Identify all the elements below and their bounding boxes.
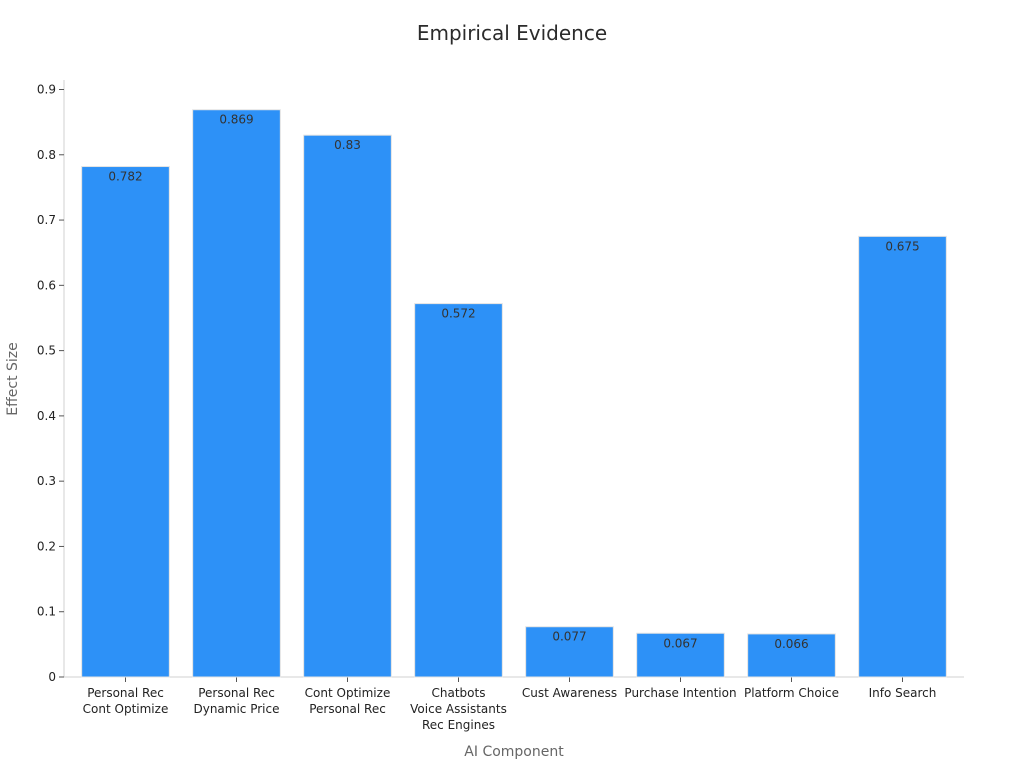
x-tick-label-line: Cont Optimize (305, 686, 391, 700)
y-axis: 0 0.1 0.2 0.3 0.4 0.5 0.6 0.7 0.8 0.9 (37, 80, 65, 684)
x-tick-label-line: Cont Optimize (83, 702, 169, 716)
x-tick-label-line: Personal Rec (198, 686, 275, 700)
bar-value-label: 0.077 (552, 630, 586, 644)
x-tick-label: Personal Rec Cont Optimize (83, 686, 169, 716)
bar (858, 235, 947, 678)
y-tick-label: 0 (48, 670, 56, 684)
y-tick-label: 0.1 (37, 605, 56, 619)
x-tick-label-line: Cust Awareness (522, 686, 617, 700)
x-tick-label: Personal Rec Dynamic Price (193, 686, 279, 716)
bar-value-label: 0.782 (108, 170, 142, 184)
x-tick-label-line: Chatbots (432, 686, 486, 700)
x-tick-label: Purchase Intention (624, 686, 736, 700)
bar (747, 633, 836, 678)
x-tick-label-line: Voice Assistants (410, 702, 507, 716)
y-axis-label: Effect Size (5, 342, 21, 415)
y-tick-label: 0.4 (37, 409, 56, 423)
bar (303, 134, 392, 678)
y-tick-label: 0.3 (37, 474, 56, 488)
bar-value-label: 0.675 (885, 239, 919, 253)
x-tick-label: Cust Awareness (522, 686, 617, 700)
bar-value-label: 0.067 (663, 636, 697, 650)
x-axis: Personal Rec Cont Optimize Personal Rec Dyn… (64, 676, 964, 732)
bar-value-label: 0.83 (334, 138, 361, 152)
bar-value-label: 0.572 (441, 307, 475, 321)
y-tick-label: 0.7 (37, 213, 56, 227)
bar (81, 166, 170, 678)
chart-title: Empirical Evidence (417, 21, 607, 45)
bar-value-label: 0.869 (219, 113, 253, 127)
x-tick-label: Info Search (869, 686, 937, 700)
x-tick-label-line: Personal Rec (87, 686, 164, 700)
x-axis-label: AI Component (464, 744, 564, 760)
bar (636, 632, 725, 678)
y-tick-label: 0.5 (37, 344, 56, 358)
x-tick-label: Cont Optimize Personal Rec (305, 686, 391, 716)
bar (414, 303, 503, 678)
x-tick-label-line: Personal Rec (309, 702, 386, 716)
bar (192, 109, 281, 678)
y-tick-label: 0.2 (37, 539, 56, 553)
bar-value-label: 0.066 (774, 637, 808, 651)
x-tick-label-line: Dynamic Price (193, 702, 279, 716)
bar (525, 626, 614, 678)
y-tick-label: 0.9 (37, 83, 56, 97)
x-tick-label-line: Rec Engines (422, 718, 495, 732)
y-tick-label: 0.8 (37, 148, 56, 162)
x-tick-label: Chatbots Voice Assistants Rec Engines (410, 686, 507, 732)
x-tick-label-line: Platform Choice (744, 686, 839, 700)
x-tick-label-line: Purchase Intention (624, 686, 736, 700)
bars: 0.782 0.869 0.83 0.572 0.077 0.067 0.066 0.675 (81, 109, 947, 678)
y-tick-label: 0.6 (37, 278, 56, 292)
x-tick-label: Platform Choice (744, 686, 839, 700)
x-tick-label-line: Info Search (869, 686, 937, 700)
